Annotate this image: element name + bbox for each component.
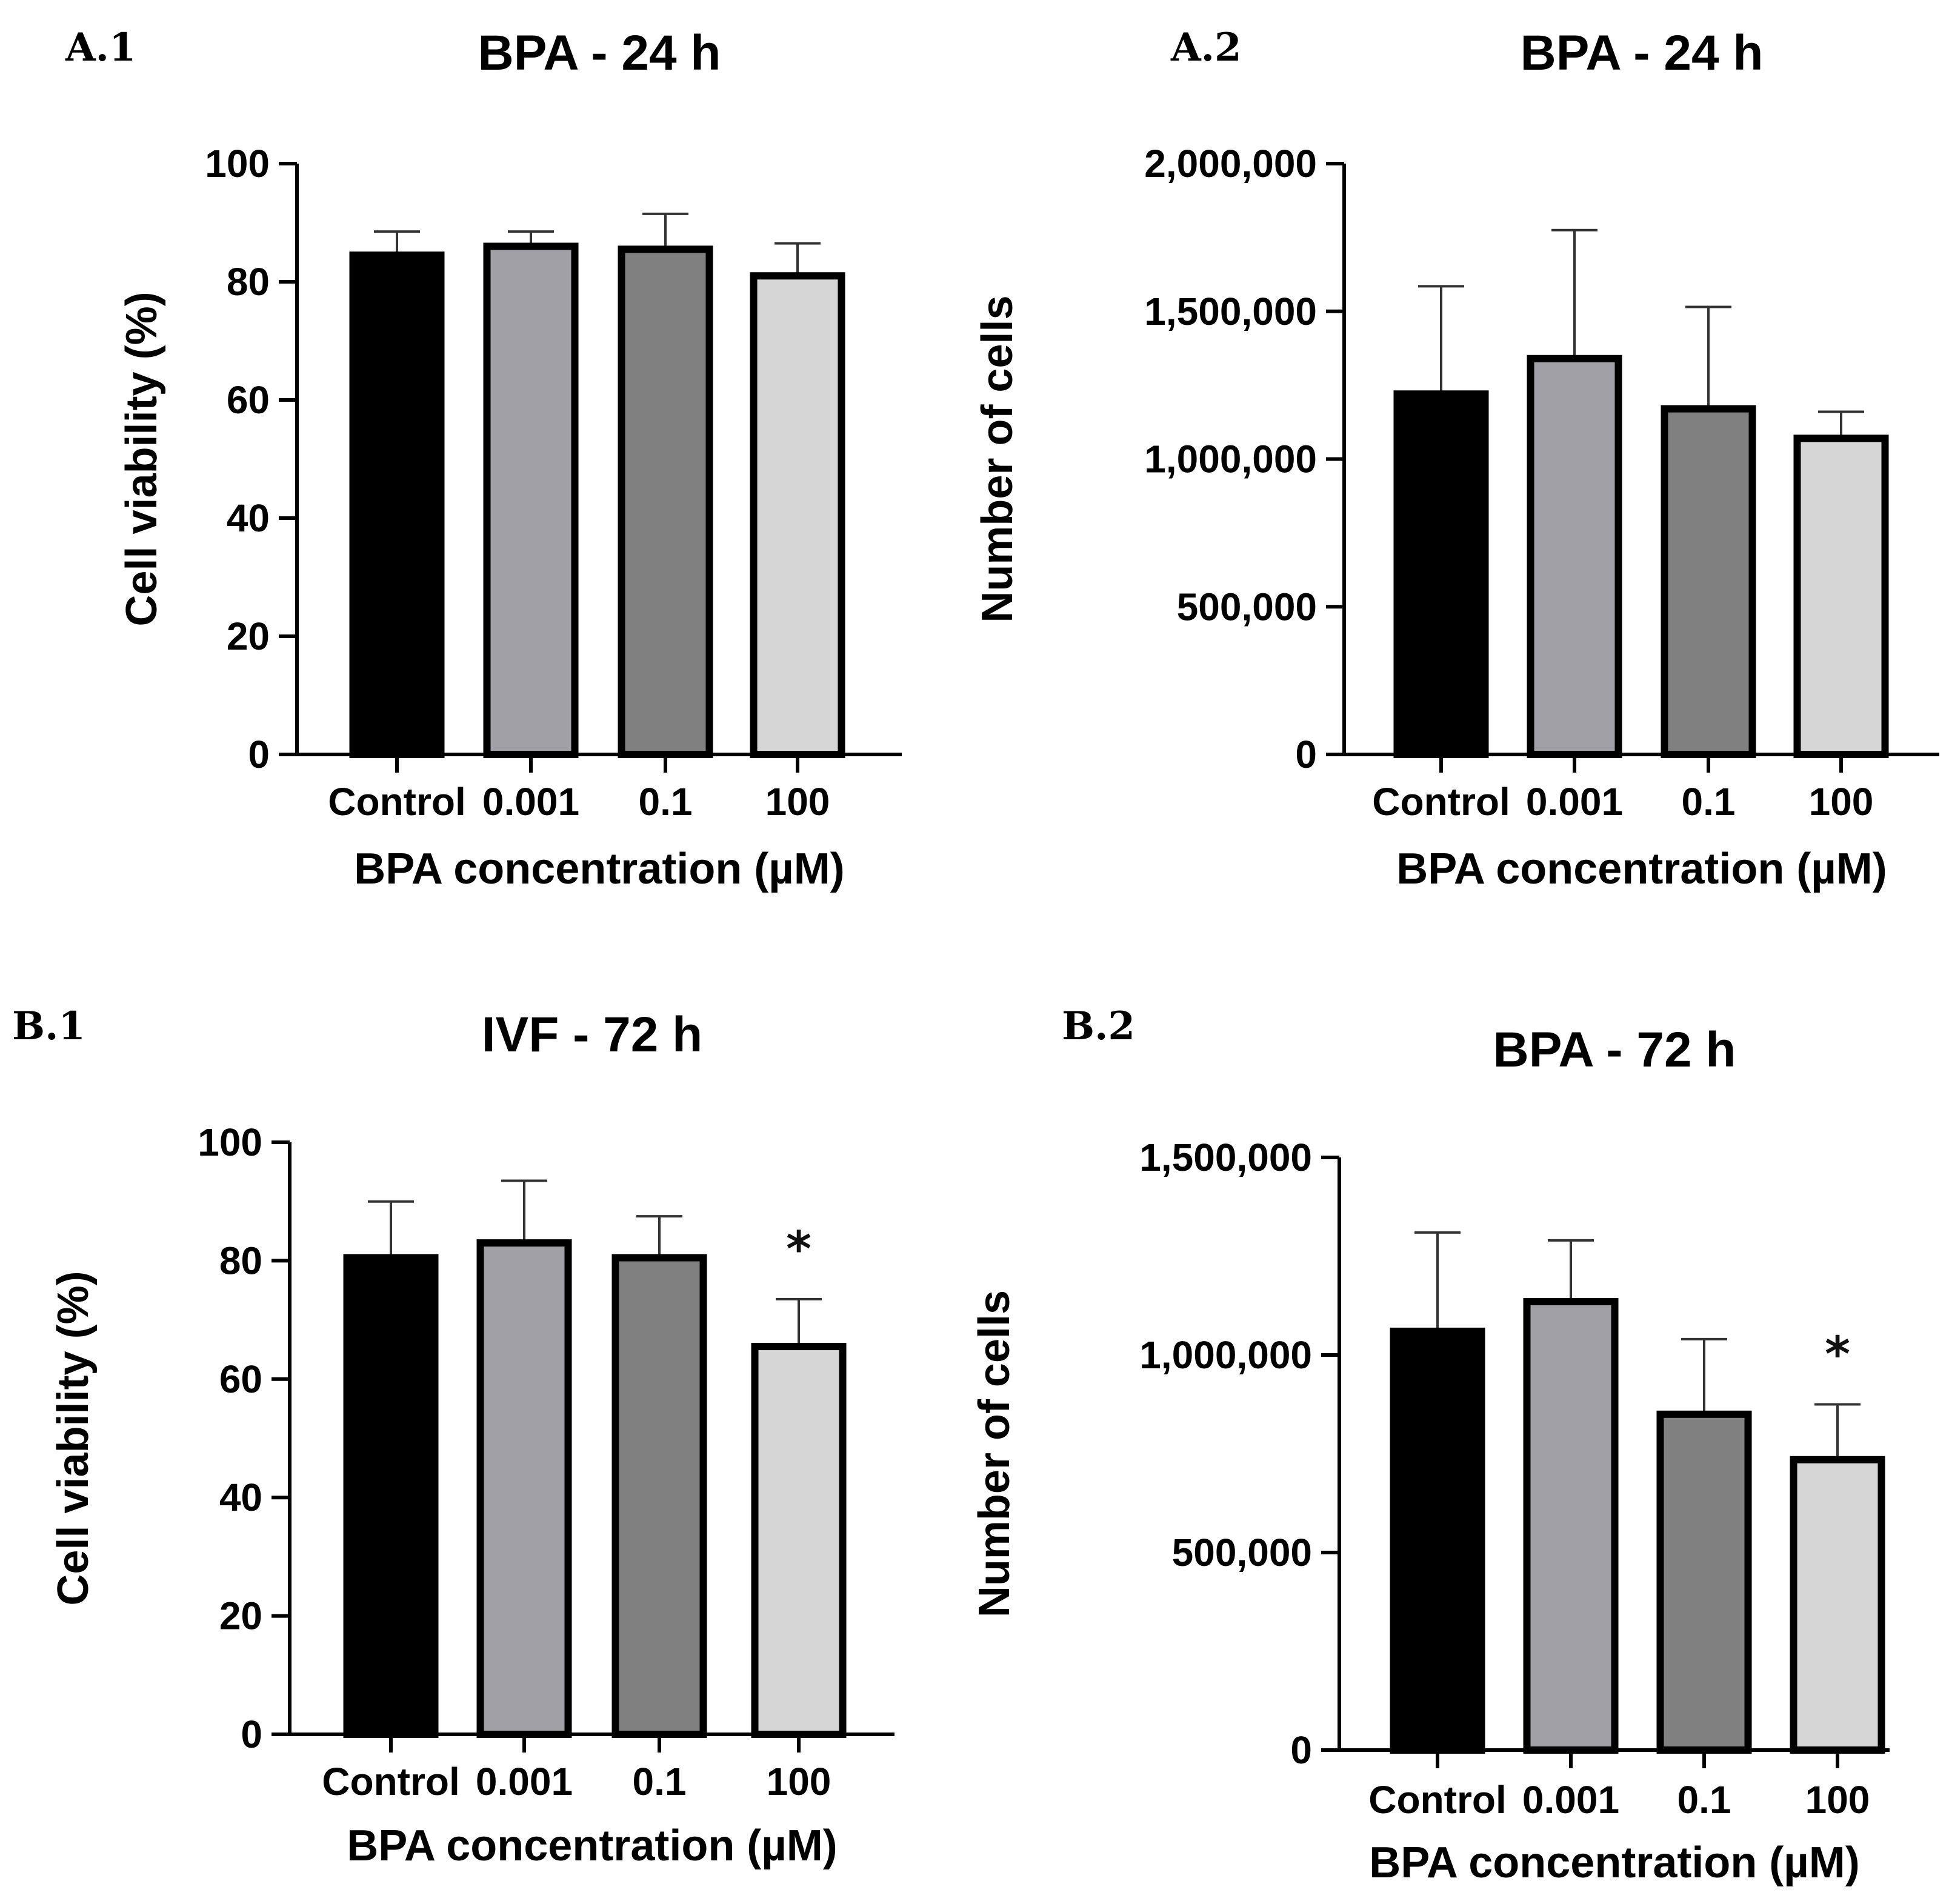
- bar-100: [751, 1343, 847, 1738]
- y-tick-label: 500,000: [1172, 1531, 1312, 1574]
- x-tick-label: 100: [765, 780, 830, 824]
- chart-title: BPA - 24 h: [478, 25, 721, 81]
- x-tick-label: 100: [1809, 780, 1874, 824]
- x-tick-label: 0.1: [1677, 1778, 1731, 1822]
- y-tick-label: 60: [227, 378, 270, 422]
- y-tick-label: 20: [227, 614, 270, 658]
- chart-title: IVF - 72 h: [482, 1007, 703, 1062]
- chart-panel-a-2: A.2 BPA - 24 h 0 500,000 1,000,000 1,500,000 2…: [973, 25, 1939, 893]
- y-tick-label: 20: [219, 1594, 262, 1638]
- x-axis-label: BPA concentration (µM): [354, 845, 844, 893]
- bar-100: [1793, 434, 1889, 758]
- chart-title: BPA - 24 h: [1521, 25, 1764, 81]
- bar-0-1: [618, 245, 713, 758]
- y-tick-label: 0: [1290, 1728, 1312, 1772]
- y-tick-label: 100: [198, 1120, 262, 1164]
- bar-0-1: [611, 1254, 707, 1738]
- bar-0-001: [476, 1239, 572, 1739]
- chart-panel-b-2: B.2 BPA - 72 h 0 500,000 1,000,000 1,500,000 C…: [970, 1004, 1890, 1887]
- chart-title: BPA - 72 h: [1493, 1022, 1736, 1077]
- y-axis-label: Cell viability (%): [49, 1271, 98, 1605]
- y-tick-label: 0: [248, 733, 270, 776]
- x-tick-label: 0.001: [476, 1760, 573, 1803]
- panel-label: A.2: [1170, 25, 1241, 70]
- x-tick-label: Control: [328, 780, 466, 824]
- bar-0-001: [483, 242, 579, 758]
- x-axis-label: BPA concentration (µM): [347, 1822, 837, 1870]
- x-tick-label: 0.001: [1522, 1778, 1619, 1822]
- x-tick-label: 100: [767, 1760, 831, 1803]
- x-tick-label: 0.1: [1682, 780, 1736, 824]
- significance-marker: *: [786, 1221, 811, 1277]
- significance-marker: *: [1825, 1326, 1850, 1383]
- y-tick-label: 60: [219, 1357, 262, 1401]
- y-tick-label: 0: [241, 1713, 262, 1756]
- x-tick-label: 0.1: [633, 1760, 687, 1803]
- bar-100: [750, 272, 845, 758]
- y-tick-label: 1,500,000: [1144, 290, 1317, 333]
- bar-0-1: [1661, 405, 1756, 758]
- y-axis-label: Number of cells: [970, 1290, 1019, 1617]
- y-tick-label: 40: [219, 1476, 262, 1519]
- panel-label: A.1: [65, 25, 136, 70]
- bar-control: [343, 1254, 439, 1738]
- y-tick-label: 80: [227, 260, 270, 304]
- panel-label: B.1: [12, 1004, 85, 1049]
- y-tick-label: 1,000,000: [1144, 438, 1317, 481]
- bar-100: [1790, 1456, 1885, 1754]
- y-tick-label: 1,000,000: [1139, 1333, 1312, 1377]
- panel-label: B.2: [1062, 1004, 1135, 1049]
- x-tick-label: 0.001: [482, 780, 579, 824]
- y-tick-label: 1,500,000: [1139, 1136, 1312, 1179]
- bar-control: [349, 251, 445, 758]
- x-tick-label: Control: [322, 1760, 460, 1803]
- bar-0-1: [1656, 1410, 1752, 1754]
- y-tick-label: 0: [1295, 733, 1317, 776]
- x-axis-label: BPA concentration (µM): [1396, 845, 1887, 893]
- x-tick-label: 0.1: [639, 780, 693, 824]
- y-tick-label: 80: [219, 1239, 262, 1282]
- bar-0-001: [1527, 355, 1622, 758]
- x-tick-label: 0.001: [1526, 780, 1623, 824]
- x-tick-label: 100: [1805, 1778, 1870, 1822]
- bar-0-001: [1523, 1297, 1619, 1754]
- y-axis-label: Number of cells: [973, 295, 1022, 622]
- x-tick-label: Control: [1368, 1778, 1507, 1822]
- x-axis-label: BPA concentration (µM): [1369, 1839, 1859, 1887]
- bar-control: [1390, 1327, 1485, 1754]
- chart-panel-a-1: A.1 BPA - 24 h 0 20 40 60 80 100 Control 0.001 0.1…: [65, 25, 902, 893]
- y-tick-label: 500,000: [1177, 585, 1317, 628]
- y-tick-label: 2,000,000: [1144, 142, 1317, 185]
- x-tick-label: Control: [1372, 780, 1510, 824]
- y-tick-label: 100: [205, 142, 270, 185]
- y-tick-label: 40: [227, 496, 270, 540]
- y-axis-label: Cell viability (%): [118, 291, 166, 626]
- bar-control: [1393, 390, 1489, 758]
- chart-panel-b-1: B.1 IVF - 72 h 0 20 40 60 80 100 Control 0.001 0.1…: [12, 1004, 895, 1870]
